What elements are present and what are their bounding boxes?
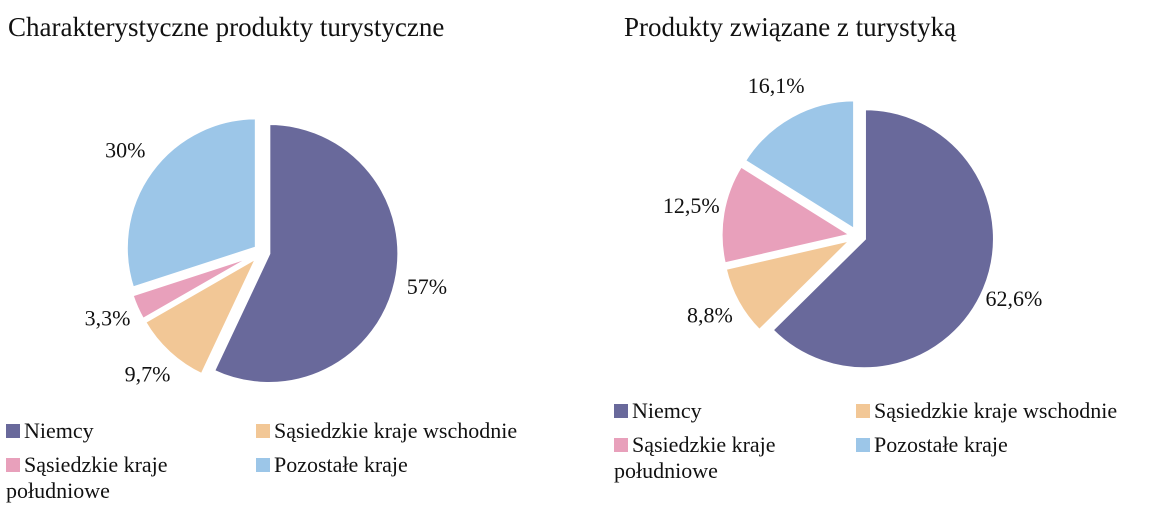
legend-swatch (614, 438, 628, 452)
legend-swatch (856, 404, 870, 418)
data-label: 30% (105, 138, 145, 163)
data-label: 3,3% (85, 306, 131, 331)
legend-label: Niemcy (632, 398, 702, 423)
data-label: 12,5% (663, 193, 720, 218)
data-label: 16,1% (748, 73, 805, 98)
legend-swatch (256, 458, 270, 472)
legend-swatch (6, 458, 20, 472)
pie-slice (142, 253, 261, 377)
legend-item: Pozostałe kraje (856, 432, 1170, 458)
legend-item: Sąsiedzkie kraje wschodnie (856, 398, 1170, 424)
data-label: 62,6% (986, 286, 1043, 311)
data-label: 9,7% (125, 361, 171, 386)
legend-swatch (856, 438, 870, 452)
pie-slice (211, 122, 401, 386)
legend-swatch (6, 424, 20, 438)
pie-slice (723, 236, 857, 333)
chart-title: Produkty związane z turystyką (624, 12, 957, 42)
pie-slice (124, 116, 258, 290)
legend-label: Sąsiedzkie kraje południowe (614, 432, 776, 483)
pie-slice (130, 253, 257, 322)
legend-item: Sąsiedzkie kraje wschodnie (256, 418, 586, 444)
legend-item: Niemcy (6, 418, 216, 444)
legend-swatch (256, 424, 270, 438)
legend-label: Pozostałe kraje (274, 452, 408, 477)
data-label: 8,8% (687, 302, 733, 327)
legend-item: Pozostałe kraje (256, 452, 586, 478)
legend-item: Sąsiedzkie kraje południowe (6, 452, 216, 504)
legend-label: Sąsiedzkie kraje południowe (6, 452, 168, 503)
legend-swatch (614, 404, 628, 418)
pie-slice (742, 98, 857, 233)
legend-item: Niemcy (614, 398, 824, 424)
pie-slice (719, 163, 855, 266)
data-label: 57% (407, 274, 447, 299)
legend-label: Niemcy (24, 418, 94, 443)
chart-title: Charakterystyczne produkty turystyczne (8, 12, 445, 42)
pie-slice (769, 107, 996, 371)
legend-label: Pozostałe kraje (874, 432, 1008, 457)
legend-label: Sąsiedzkie kraje wschodnie (274, 418, 518, 443)
legend-item: Sąsiedzkie kraje południowe (614, 432, 824, 484)
legend-label: Sąsiedzkie kraje wschodnie (874, 398, 1118, 423)
